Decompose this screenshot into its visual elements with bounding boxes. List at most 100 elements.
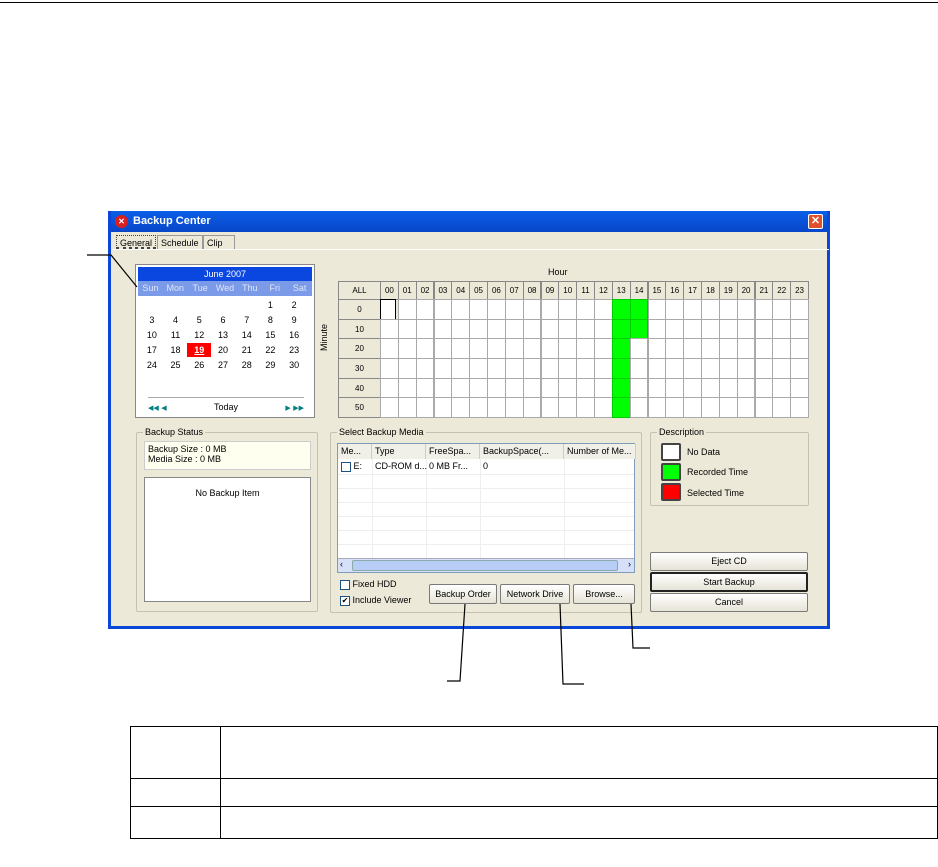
column-header[interactable]: Number of Me... — [564, 444, 636, 459]
select-backup-media-group: Select Backup Media Me... Type FreeSpa... B… — [330, 427, 642, 613]
backup-order-button[interactable]: Backup Order — [429, 584, 497, 604]
media-cell: E: — [341, 461, 362, 472]
weekday-wed: Wed — [215, 283, 235, 293]
backup-size: Backup Size : 0 MB — [148, 444, 227, 454]
calendar-day-14[interactable]: 14 — [241, 330, 252, 340]
close-button[interactable]: ✕ — [808, 214, 823, 229]
calendar-day-11[interactable]: 11 — [170, 330, 181, 340]
calendar-day-12[interactable]: 12 — [194, 330, 205, 340]
scroll-left-icon[interactable]: ‹ — [340, 559, 343, 569]
app-logo-icon: ✕ — [115, 215, 128, 228]
prev-month-icon[interactable]: ◀ — [161, 405, 167, 412]
media-cell: 0 MB Fr... — [429, 461, 469, 471]
media-checkbox[interactable] — [341, 461, 351, 472]
next-year-icon[interactable]: ▶▶ — [293, 405, 304, 412]
backup-center-window: ✕ Backup Center ✕ General Schedule Clip … — [108, 211, 830, 629]
calendar-day-4[interactable]: 4 — [173, 315, 179, 325]
column-header[interactable]: BackupSpace(... — [480, 444, 564, 459]
calendar-day-6[interactable]: 6 — [220, 315, 226, 325]
calendar-day-3[interactable]: 3 — [149, 315, 155, 325]
horizontal-scrollbar[interactable]: ‹ › — [338, 558, 634, 572]
scroll-thumb[interactable] — [352, 560, 618, 571]
network-drive-button[interactable]: Network Drive — [500, 584, 570, 604]
description-group: Description No Data Recorded Time Select… — [650, 427, 809, 506]
browse-button[interactable]: Browse... — [573, 584, 635, 604]
no-data-label: No Data — [687, 447, 721, 457]
calendar-day-8[interactable]: 8 — [267, 315, 273, 325]
column-header[interactable]: Me... — [338, 444, 372, 459]
calendar-days: 1 2 3 4 5 6 7 8 9 10 11 12 13 14 15 16 17 18 19 20 21 22 23 24 2… — [140, 298, 306, 372]
calendar-weekdays: Sun Mon Tue Wed Thu Fri Sat — [138, 281, 312, 296]
calendar-day-7[interactable]: 7 — [244, 315, 250, 325]
selected-swatch — [661, 483, 681, 501]
cancel-button[interactable]: Cancel — [650, 593, 808, 612]
description-table — [130, 726, 938, 839]
window-title: Backup Center — [133, 215, 211, 227]
recorded-swatch — [661, 463, 681, 481]
select-media-title: Select Backup Media — [337, 427, 426, 437]
today-button[interactable]: Today — [213, 402, 239, 412]
calendar-day-17[interactable]: 17 — [146, 345, 157, 355]
calendar-day-27[interactable]: 27 — [217, 360, 228, 370]
calendar-day-26[interactable]: 26 — [194, 360, 205, 370]
calendar-day-1[interactable]: 1 — [267, 300, 273, 310]
calendar-day-24[interactable]: 24 — [146, 360, 157, 370]
calendar-day-10[interactable]: 10 — [146, 330, 157, 340]
calendar-day-22[interactable]: 22 — [265, 345, 276, 355]
include-viewer-label: Include Viewer — [352, 595, 412, 605]
calendar-day-21[interactable]: 21 — [241, 345, 252, 355]
calendar-month[interactable]: June 2007 — [138, 267, 312, 281]
eject-cd-button[interactable]: Eject CD — [650, 552, 808, 571]
recorded-label: Recorded Time — [687, 467, 749, 477]
time-cell[interactable] — [790, 397, 809, 418]
column-header[interactable]: Type — [372, 444, 426, 459]
backup-item-list[interactable]: No Backup Item — [144, 477, 311, 602]
weekday-thu: Thu — [242, 283, 258, 293]
start-backup-button[interactable]: Start Backup — [650, 572, 808, 592]
calendar-day-15[interactable]: 15 — [265, 330, 276, 340]
media-cell: 0 — [483, 461, 489, 471]
calendar-day-20[interactable]: 20 — [217, 345, 228, 355]
weekday-sun: Sun — [142, 283, 159, 293]
calendar-day-30[interactable]: 30 — [289, 360, 300, 370]
backup-status-group: Backup Status Backup Size : 0 MB Media S… — [136, 427, 318, 612]
scroll-right-icon[interactable]: › — [628, 559, 631, 569]
media-size: Media Size : 0 MB — [148, 454, 222, 464]
tab-schedule[interactable]: Schedule — [157, 235, 203, 250]
backup-status-title: Backup Status — [143, 427, 206, 437]
calendar-day-5[interactable]: 5 — [196, 315, 202, 325]
empty-list-text: No Backup Item — [195, 488, 260, 498]
hour-label: Hour — [548, 267, 568, 277]
calendar-day-25[interactable]: 25 — [170, 360, 181, 370]
include-viewer-checkbox[interactable]: ✔ Include Viewer — [340, 595, 412, 606]
page-rule — [0, 2, 938, 3]
fixed-hdd-label: Fixed HDD — [352, 579, 397, 589]
title-bar: ✕ Backup Center ✕ — [111, 211, 827, 232]
calendar-day-18[interactable]: 18 — [170, 345, 181, 355]
fixed-hdd-checkbox[interactable]: Fixed HDD — [340, 579, 397, 590]
column-header[interactable]: FreeSpa... — [426, 444, 480, 459]
calendar-day-9[interactable]: 9 — [291, 315, 297, 325]
media-list[interactable]: Me... Type FreeSpa... BackupSpace(... Number… — [337, 443, 636, 573]
no-data-swatch — [661, 443, 681, 461]
hour-grid: ALL 00 01 02 03 04 05 06 07 08 09 10 11 12 13 14 15 16 17 1… — [338, 281, 809, 418]
calendar-day-28[interactable]: 28 — [241, 360, 252, 370]
weekday-tue: Tue — [192, 283, 208, 293]
media-cell: CD-ROM d... — [375, 461, 428, 471]
tab-general[interactable]: General — [116, 235, 157, 250]
calendar-day-23[interactable]: 23 — [289, 345, 300, 355]
weekday-sat: Sat — [292, 283, 307, 293]
description-title: Description — [657, 427, 707, 437]
weekday-mon: Mon — [166, 283, 185, 293]
tab-clip[interactable]: Clip — [203, 235, 235, 250]
calendar-day-13[interactable]: 13 — [217, 330, 228, 340]
selected-label: Selected Time — [687, 488, 745, 498]
calendar-day-19[interactable]: 19 — [187, 343, 212, 357]
next-month-icon[interactable]: ▶ — [285, 405, 291, 412]
prev-year-icon[interactable]: ◀◀ — [148, 405, 159, 412]
calendar-day-29[interactable]: 29 — [265, 360, 276, 370]
calendar-day-16[interactable]: 16 — [289, 330, 300, 340]
calendar-day-2[interactable]: 2 — [291, 300, 297, 310]
